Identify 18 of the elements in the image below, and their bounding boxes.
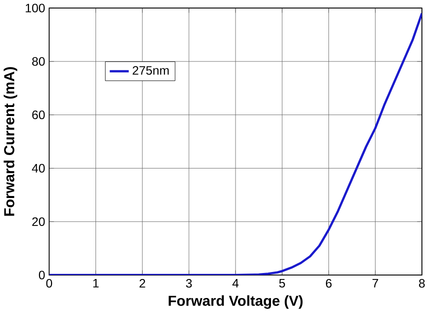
x-axis-title: Forward Voltage (V)	[168, 296, 303, 310]
y-tick-label: 100	[26, 4, 45, 13]
x-tick-label: 3	[186, 279, 192, 288]
x-tick-label: 0	[46, 279, 52, 288]
y-tick-label: 80	[32, 57, 45, 66]
y-tick-label: 20	[32, 218, 45, 226]
x-tick-label: 5	[279, 279, 285, 288]
legend-label: 275nm	[132, 66, 169, 76]
y-tick-label: 0	[38, 270, 45, 280]
x-tick-label: 7	[372, 279, 378, 288]
x-tick-label: 4	[232, 279, 239, 288]
x-tick-label: 1	[93, 279, 99, 288]
y-tick-label: 60	[32, 110, 45, 120]
x-tick-label: 8	[419, 279, 425, 288]
y-tick-label: 40	[32, 164, 45, 173]
x-tick-label: 2	[140, 279, 146, 288]
x-tick-label: 6	[326, 279, 332, 288]
y-axis-title: Forward Current (mA)	[4, 67, 18, 216]
